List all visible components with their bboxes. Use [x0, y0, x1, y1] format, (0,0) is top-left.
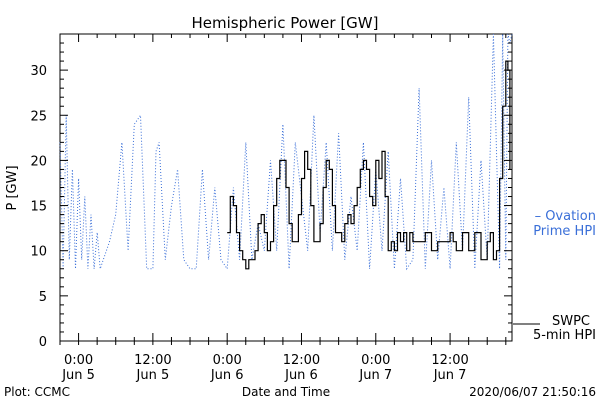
series-layer: [59, 33, 513, 271]
y-axis-label: P [GW]: [5, 165, 20, 210]
x-tick-label-time: 12:00: [431, 353, 468, 368]
chart-title: Hemispheric Power [GW]: [192, 14, 379, 32]
x-tick-label-time: 12:00: [283, 353, 320, 368]
ovation-prime-series-line: [59, 33, 513, 271]
y-axis: 0 5 10 15 20 25 30: [30, 33, 512, 350]
x-tick-label-time: 12:00: [134, 353, 171, 368]
y-tick-label: 0: [39, 335, 47, 350]
x-tick-label-date: Jun 6: [210, 368, 244, 383]
x-tick-label-time: 0:00: [361, 353, 390, 368]
legend-swpc-line1: SWPC: [552, 314, 590, 329]
y-tick-label: 25: [30, 109, 47, 124]
x-tick-label-date: Jun 7: [358, 368, 392, 383]
footer-credit: Plot: CCMC: [4, 385, 70, 399]
y-tick-label: 5: [39, 290, 47, 305]
x-tick-label-date: Jun 5: [61, 368, 95, 383]
legend-ovation-line1: – Ovation: [535, 209, 596, 224]
y-tick-label: 30: [30, 64, 47, 79]
x-tick-label-date: Jun 7: [433, 368, 467, 383]
legend-ovation-line2: Prime HPI: [533, 224, 596, 239]
y-tick-label: 10: [30, 245, 47, 260]
y-tick-label: 15: [30, 200, 47, 215]
x-tick-label-time: 0:00: [213, 353, 242, 368]
x-tick-label-time: 0:00: [64, 353, 93, 368]
legend-swpc-line2: 5-min HPI: [533, 328, 596, 343]
y-tick-label: 20: [30, 154, 47, 169]
x-tick-label-date: Jun 5: [136, 368, 170, 383]
x-axis-label: Date and Time: [242, 385, 330, 399]
x-tick-label-date: Jun 6: [284, 368, 318, 383]
footer-timestamp: 2020/06/07 21:50:16: [469, 385, 596, 399]
swpc-series-line: [227, 60, 511, 270]
